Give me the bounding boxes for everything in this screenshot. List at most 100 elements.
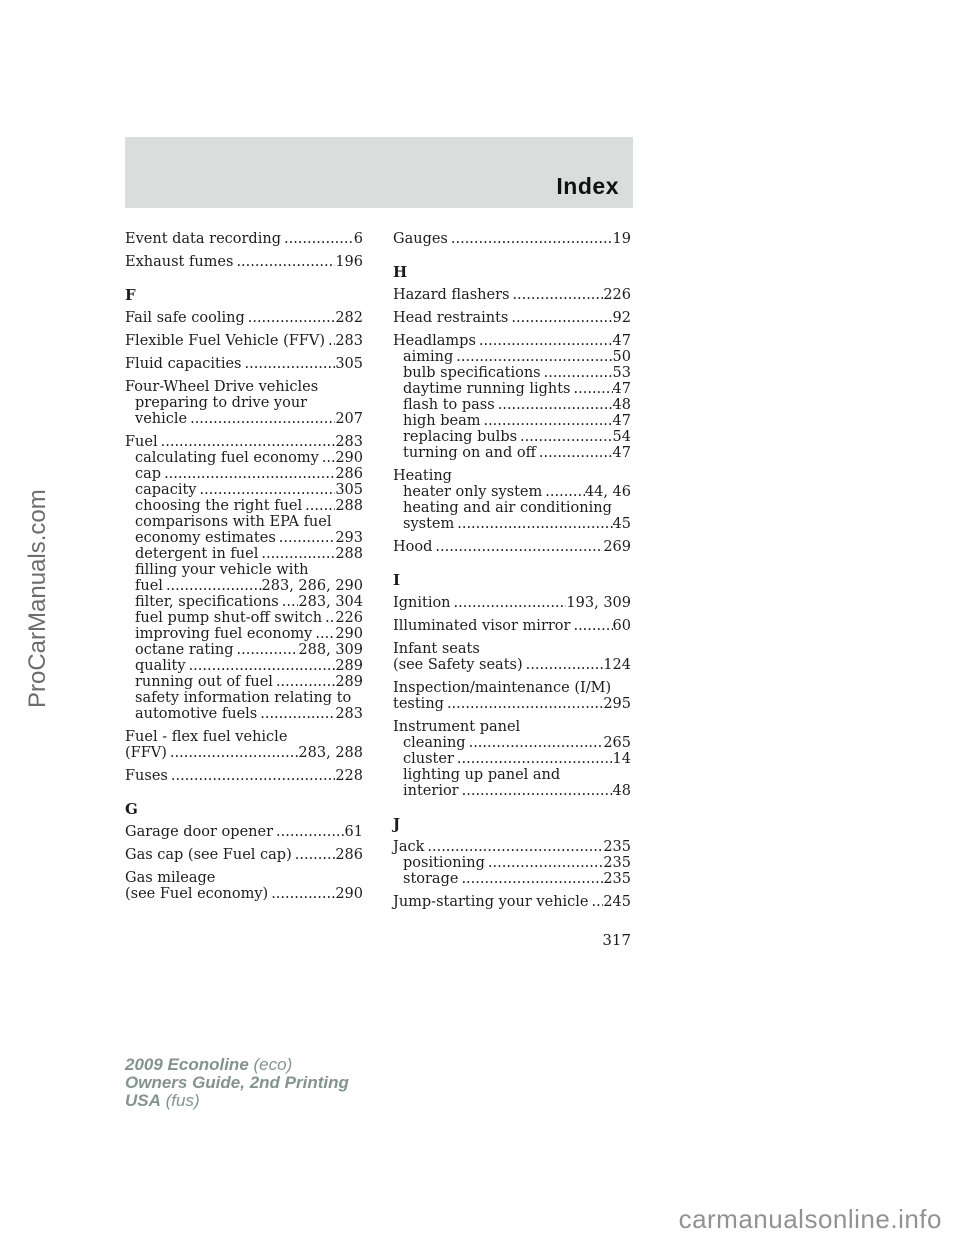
index-entry: Infant seats(see Safety seats) 124 xyxy=(393,641,631,673)
index-entry-page: 288 xyxy=(335,546,363,562)
index-entry-line: calculating fuel economy 290 xyxy=(125,450,363,466)
index-entry-text: economy estimates xyxy=(135,530,276,546)
index-entry-text: heater only system xyxy=(403,484,543,500)
index-entry-line: octane rating 288, 309 xyxy=(125,642,363,658)
index-entry-text: Garage door opener xyxy=(125,824,274,840)
index-entry-page: 19 xyxy=(612,231,631,247)
index-entry-text: replacing bulbs xyxy=(403,429,518,445)
index-entry-page: 290 xyxy=(335,886,363,902)
index-entry-line: improving fuel economy 290 xyxy=(125,626,363,642)
index-entry-page: 282 xyxy=(335,310,363,326)
index-entry-line: Flexible Fuel Vehicle (FFV) 283 xyxy=(125,333,363,349)
index-entry-page: 124 xyxy=(603,657,631,673)
index-header-bar: Index xyxy=(125,137,633,208)
index-entry-text: Fail safe cooling xyxy=(125,310,245,326)
index-section-heading: J xyxy=(393,815,401,833)
index-entry-page: 48 xyxy=(612,783,631,799)
dot-leader xyxy=(462,783,613,799)
index-entry: Garage door opener 61 xyxy=(125,824,363,840)
dot-leader xyxy=(526,657,604,673)
index-entry-line: (see Fuel economy) 290 xyxy=(125,886,363,902)
footer-region-code: (fus) xyxy=(165,1091,200,1110)
index-section-heading: I xyxy=(393,571,401,589)
dot-leader xyxy=(520,429,613,445)
index-entry-line: Fuel 283 xyxy=(125,434,363,450)
index-entry-line: turning on and off 47 xyxy=(393,445,631,461)
dot-leader xyxy=(284,231,354,247)
index-entry-line: vehicle 207 xyxy=(125,411,363,427)
index-entry-line: Garage door opener 61 xyxy=(125,824,363,840)
index-entry-text: system xyxy=(403,516,455,532)
index-entry-page: 293 xyxy=(335,530,363,546)
dot-leader xyxy=(237,642,299,658)
index-entry-page: 288, 309 xyxy=(298,642,363,658)
index-entry: Fuel - flex fuel vehicle(FFV) 283, 288 xyxy=(125,729,363,761)
index-entry-page: 207 xyxy=(335,411,363,427)
dot-leader xyxy=(454,595,567,611)
index-entry: Inspection/maintenance (I/M)testing 295 xyxy=(393,680,631,712)
index-entry-line: heater only system 44, 46 xyxy=(393,484,631,500)
dot-leader xyxy=(295,847,336,863)
index-entry-line: positioning 235 xyxy=(393,855,631,871)
index-entry-text: calculating fuel economy xyxy=(135,450,319,466)
watermark-procarmanuals: ProCarManuals.com xyxy=(24,489,51,708)
index-entry-page: 283 xyxy=(335,434,363,450)
index-entry-page: 283, 288 xyxy=(298,745,363,761)
dot-leader xyxy=(271,886,335,902)
index-entry-line: Gauges 19 xyxy=(393,231,631,247)
dot-leader xyxy=(279,530,336,546)
index-section-heading: H xyxy=(393,263,408,281)
index-entry-page: 226 xyxy=(335,610,363,626)
index-entry-line: replacing bulbs 54 xyxy=(393,429,631,445)
index-entry-line: bulb specifications 53 xyxy=(393,365,631,381)
index-entry-line: Jump-starting your vehicle 245 xyxy=(393,894,631,910)
index-entry-line: economy estimates 293 xyxy=(125,530,363,546)
index-entry-page: 228 xyxy=(335,768,363,784)
index-entry-page: 286 xyxy=(335,466,363,482)
index-entry-text: Fuses xyxy=(125,768,168,784)
index-entry-page: 269 xyxy=(603,539,631,555)
footer-region-line: USA (fus) xyxy=(125,1092,349,1110)
index-entry-page: 286 xyxy=(335,847,363,863)
index-entry-line: Exhaust fumes 196 xyxy=(125,254,363,270)
dot-leader xyxy=(161,434,336,450)
footer-region: USA xyxy=(125,1091,161,1110)
dot-leader xyxy=(190,411,335,427)
index-entry-line: Four-Wheel Drive vehicles xyxy=(125,379,363,395)
dot-leader xyxy=(245,356,336,372)
dot-leader xyxy=(574,381,613,397)
index-entry-page: 47 xyxy=(612,333,631,349)
index-entry-line: Hazard flashers 226 xyxy=(393,287,631,303)
index-entry-text: Flexible Fuel Vehicle (FFV) xyxy=(125,333,325,349)
index-entry-line: filling your vehicle with xyxy=(125,562,363,578)
index-entry-text: preparing to drive your xyxy=(135,395,308,411)
footer-model-code: (eco) xyxy=(253,1055,293,1074)
dot-leader xyxy=(325,610,335,626)
index-entry-page: 289 xyxy=(335,674,363,690)
index-entry-line: high beam 47 xyxy=(393,413,631,429)
index-entry-text: Fuel - flex fuel vehicle xyxy=(125,729,288,745)
index-entry: Flexible Fuel Vehicle (FFV) 283 xyxy=(125,333,363,349)
dot-leader xyxy=(512,287,603,303)
dot-leader xyxy=(461,871,603,887)
index-entry-page: 290 xyxy=(335,450,363,466)
index-entry-text: Jack xyxy=(393,839,425,855)
index-entry-text: filling your vehicle with xyxy=(135,562,309,578)
index-entry-line: safety information relating to xyxy=(125,690,363,706)
index-entry-line: Head restraints 92 xyxy=(393,310,631,326)
index-entry-line: Fluid capacities 305 xyxy=(125,356,363,372)
index-entry-text: bulb specifications xyxy=(403,365,541,381)
index-entry: Gas cap (see Fuel cap) 286 xyxy=(125,847,363,863)
index-entry-page: 235 xyxy=(603,871,631,887)
index-entry-line: Hood 269 xyxy=(393,539,631,555)
dot-leader xyxy=(427,839,603,855)
index-entry-line: Infant seats xyxy=(393,641,631,657)
dot-leader xyxy=(171,768,335,784)
index-entry-text: fuel xyxy=(135,578,163,594)
index-entry: Head restraints 92 xyxy=(393,310,631,326)
index-entry-text: Exhaust fumes xyxy=(125,254,234,270)
index-entry-text: interior xyxy=(403,783,459,799)
dot-leader xyxy=(199,482,335,498)
index-entry-line: Gas cap (see Fuel cap) 286 xyxy=(125,847,363,863)
